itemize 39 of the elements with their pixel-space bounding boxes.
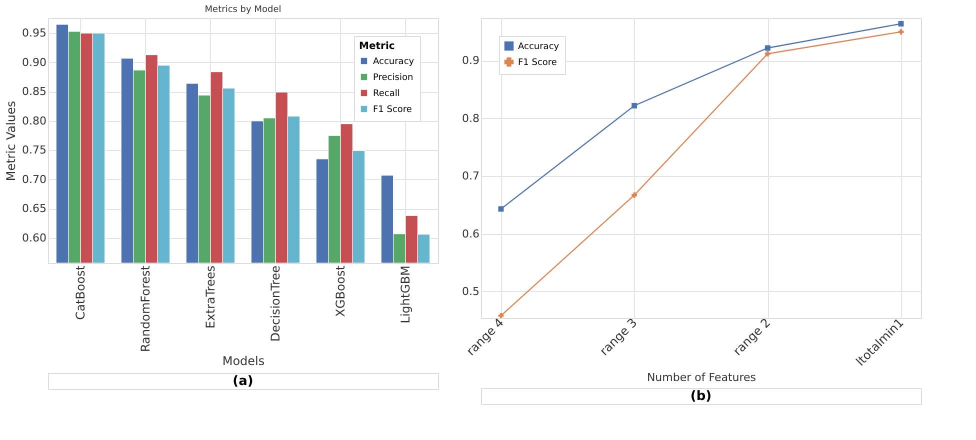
point [632, 192, 638, 198]
legend-title: Metric [359, 41, 395, 52]
legend-label: Recall [373, 89, 400, 99]
y-tick-label: 0.9 [462, 54, 480, 68]
chart-title: Metrics by Model [204, 5, 282, 15]
point [498, 312, 504, 318]
x-tick-label: RandomForest [138, 265, 152, 352]
text: (b) [690, 389, 712, 404]
legend-label: F1 Score [518, 58, 558, 68]
y-tick-label: 0.6 [462, 227, 480, 240]
x-tick-label: ExtraTrees [204, 266, 218, 328]
point [632, 102, 638, 108]
x-tick-label: LightGBM [398, 266, 412, 324]
x-axis-title: Number of Features [646, 370, 756, 384]
y-tick-label: 0.7 [462, 170, 480, 183]
y-tick-label: 0.85 [22, 85, 46, 98]
y-axis-title: Metric Values [4, 100, 18, 182]
y-tick-label: 0.90 [22, 56, 46, 69]
y-tick-label: 0.95 [22, 26, 46, 40]
legend-label: Accuracy [518, 42, 560, 52]
y-tick-label: 0.60 [22, 231, 46, 244]
legend-label: Precision [373, 73, 414, 83]
text: (a) [232, 374, 254, 389]
legend-label: F1 Score [373, 105, 412, 115]
x-tick-label: CatBoost [74, 265, 88, 320]
legend-label: Accuracy [373, 57, 415, 67]
x-tick-label: XGBoost [334, 265, 348, 317]
y-tick-label: 0.80 [22, 114, 46, 128]
y-tick-label: 0.65 [22, 202, 46, 216]
y-tick-label: 0.8 [462, 112, 480, 125]
point [764, 45, 770, 51]
x-tick-label: DecisionTree [268, 266, 282, 342]
y-tick-label: 0.5 [462, 284, 480, 298]
point [498, 206, 504, 212]
y-tick-label: 0.70 [22, 172, 46, 186]
point [898, 21, 904, 27]
x-axis-title: Models [222, 354, 265, 368]
point [764, 51, 770, 57]
y-tick-label: 0.75 [22, 144, 46, 157]
